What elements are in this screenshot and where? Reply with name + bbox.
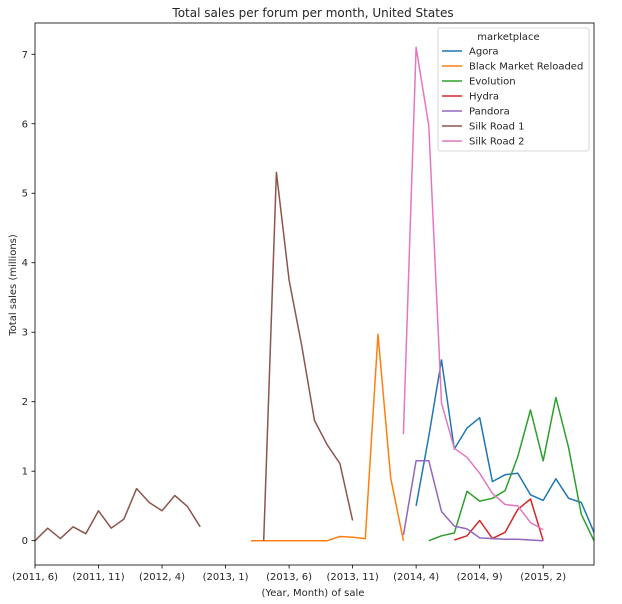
y-tick-label: 3 <box>22 328 28 339</box>
y-tick-label: 1 <box>22 467 28 478</box>
legend: marketplace Agora Black Market Reloaded Evo… <box>437 27 590 152</box>
series-line-pandora <box>402 460 544 542</box>
x-tick-label: (2013, 1) <box>203 572 249 583</box>
y-tick-label: 7 <box>22 50 28 61</box>
y-tick-label: 0 <box>22 536 28 547</box>
legend-entry: Pandora <box>469 107 510 118</box>
x-tick-label: (2012, 4) <box>139 572 185 583</box>
x-axis-label: (Year, Month) of sale <box>262 588 365 599</box>
legend-entry: Silk Road 1 <box>469 122 525 133</box>
legend-entry: Agora <box>469 47 499 58</box>
plot-area <box>34 46 595 542</box>
x-tick-label: (2013, 6) <box>266 572 312 583</box>
series-line-agora <box>415 359 595 533</box>
series-line-evolution <box>428 396 595 542</box>
y-tick-label: 2 <box>22 397 28 408</box>
chart-title: Total sales per forum per month, United … <box>171 6 453 20</box>
legend-title: marketplace <box>477 32 539 43</box>
y-tick-label: 5 <box>22 189 28 200</box>
y-tick-label: 6 <box>22 119 28 130</box>
x-tick-label: (2011, 6) <box>12 572 58 583</box>
x-tick-label: (2014, 4) <box>393 572 439 583</box>
y-axis-label: Total sales (millions) <box>8 234 19 337</box>
series-line-silk-road-2 <box>402 46 544 531</box>
series-line-silk-road-1 <box>34 171 354 542</box>
legend-entry: Hydra <box>469 92 499 103</box>
legend-entry: Black Market Reloaded <box>469 62 583 73</box>
x-tick-label: (2011, 11) <box>72 572 124 583</box>
axes-frame <box>34 22 595 566</box>
x-tick-label: (2014, 9) <box>457 572 503 583</box>
series-line-black-market-reloaded <box>251 333 405 542</box>
legend-entry: Silk Road 2 <box>469 137 525 148</box>
x-tick-label: (2015, 2) <box>520 572 566 583</box>
legend-box <box>437 27 590 152</box>
legend-entry: Evolution <box>469 77 516 88</box>
series-line-hydra <box>454 498 544 541</box>
axes: 0 1 2 3 4 5 6 7 (2011, 6) (2011, 11) (2012, 4) (201… <box>12 22 595 583</box>
x-tick-label: (2013, 11) <box>326 572 378 583</box>
y-tick-label: 4 <box>22 258 28 269</box>
